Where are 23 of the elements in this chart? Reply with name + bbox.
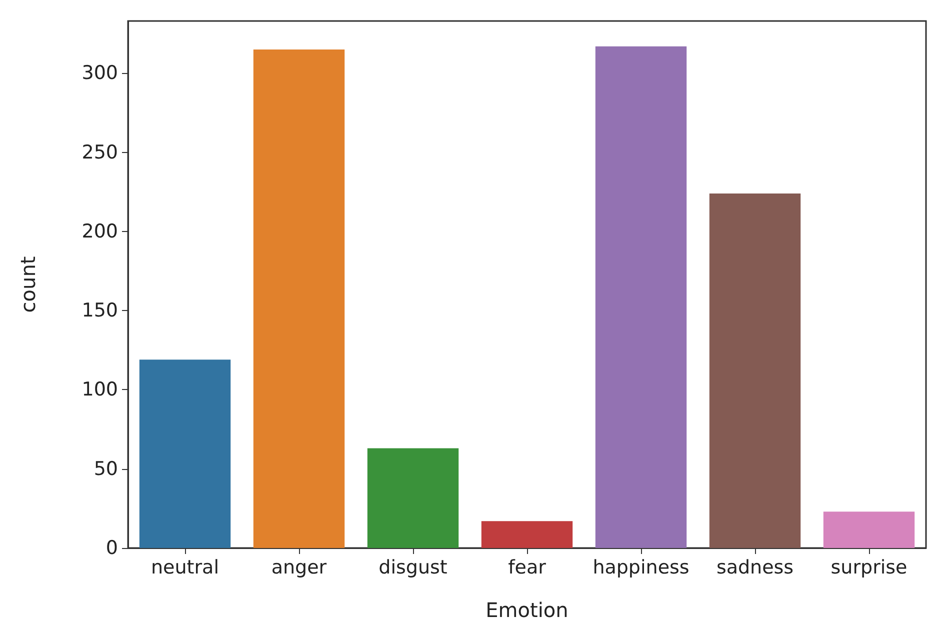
bar [481,521,573,548]
bar [139,360,231,548]
x-tick-label: disgust [378,556,448,578]
bar [709,194,801,548]
y-tick-label: 100 [82,378,118,401]
x-tick-label: sadness [716,556,794,578]
y-tick-label: 200 [82,220,118,242]
y-axis-title: count [16,256,40,313]
y-tick-label: 300 [82,62,118,84]
x-axis-title: Emotion [486,598,568,622]
x-tick-label: fear [508,556,546,578]
y-tick-label: 250 [82,141,118,164]
bar [367,448,459,548]
y-tick-label: 0 [106,537,118,559]
bar [595,46,687,548]
x-tick-label: surprise [830,556,908,578]
y-tick-label: 150 [82,300,118,322]
x-tick-label: neutral [151,556,219,578]
bar [823,512,915,548]
x-tick-label: happiness [592,556,690,578]
x-tick-label: anger [271,556,327,578]
bar [253,49,345,548]
y-tick-label: 50 [94,458,118,480]
